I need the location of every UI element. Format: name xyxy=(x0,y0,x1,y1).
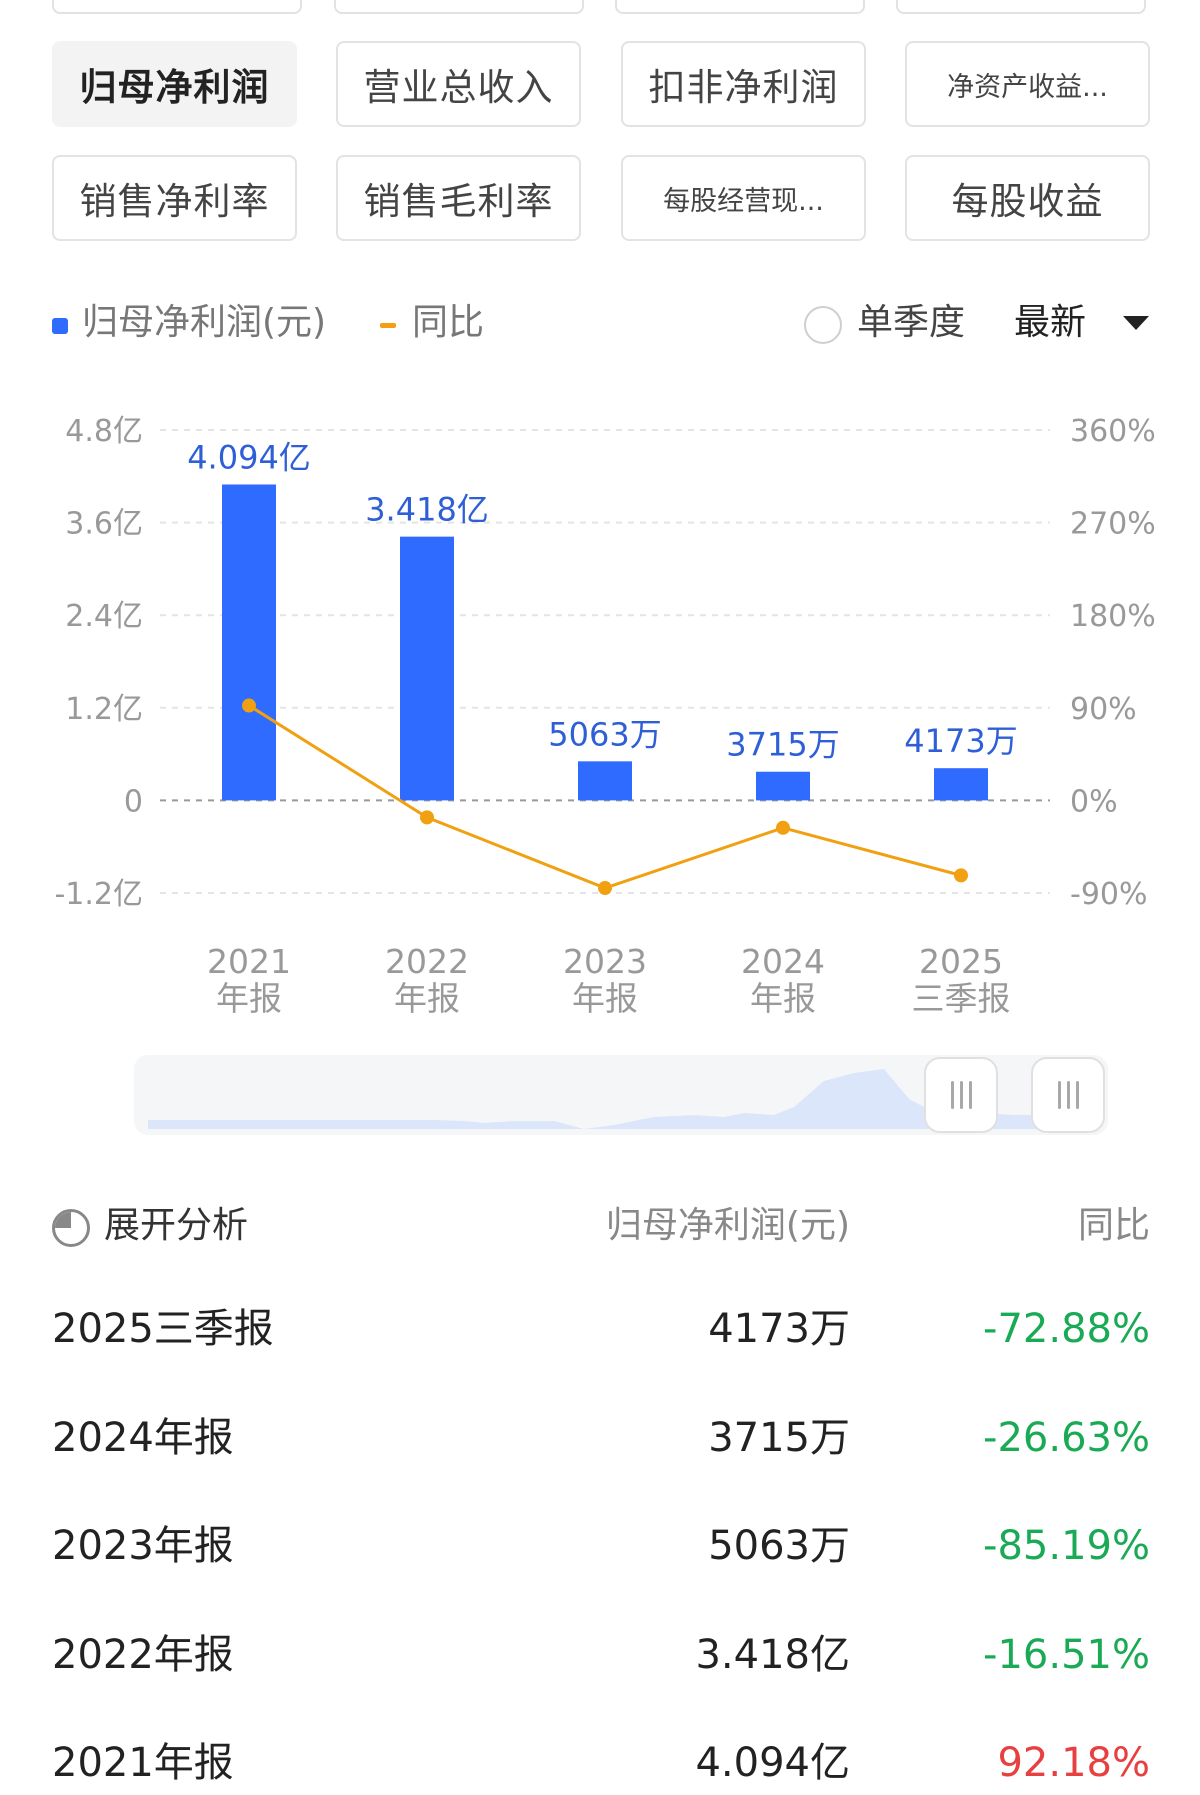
sort-select[interactable]: 最新 xyxy=(1014,302,1087,343)
yoy-cell: -72.88% xyxy=(983,1306,1150,1352)
y-right-tick-label: 90% xyxy=(1070,692,1137,727)
range-slider[interactable] xyxy=(134,1055,1108,1135)
quarter-toggle-label[interactable]: 单季度 xyxy=(857,302,966,343)
yoy-point xyxy=(776,820,790,835)
x-tick-sublabel: 三季报 xyxy=(912,979,1011,1018)
period-cell: 2022年报 xyxy=(52,1632,234,1678)
x-tick-sublabel: 年报 xyxy=(216,979,282,1018)
x-tick-sublabel: 年报 xyxy=(394,979,460,1018)
bar xyxy=(400,536,454,801)
value-cell: 4173万 xyxy=(708,1306,850,1352)
x-tick-label: 2023 xyxy=(563,942,647,981)
period-cell: 2021年报 xyxy=(52,1740,234,1786)
tab-net-profit-attributable[interactable]: 归母净利润 xyxy=(52,41,297,127)
yoy-cell: -16.51% xyxy=(983,1632,1150,1678)
bar-data-label: 5063万 xyxy=(548,715,661,753)
yoy-point xyxy=(420,810,434,825)
yoy-point xyxy=(242,698,256,713)
tab-partial[interactable] xyxy=(334,0,584,14)
tab-eps[interactable]: 每股收益 xyxy=(905,155,1150,241)
yoy-cell: 92.18% xyxy=(997,1740,1150,1786)
bar xyxy=(578,761,632,801)
y-right-tick-label: 270% xyxy=(1070,507,1156,542)
x-tick-label: 2021 xyxy=(207,942,291,981)
y-left-tick-label: -1.2亿 xyxy=(54,877,143,912)
x-tick-label: 2024 xyxy=(741,942,825,981)
tab-partial[interactable] xyxy=(615,0,865,14)
yoy-cell: -26.63% xyxy=(983,1415,1150,1461)
table-row: 2021年报 4.094亿 92.18% xyxy=(52,1728,1150,1795)
tab-roe[interactable]: 净资产收益... xyxy=(905,41,1150,127)
yoy-point xyxy=(954,868,968,883)
value-cell: 3715万 xyxy=(708,1415,850,1461)
x-tick-label: 2022 xyxy=(385,942,469,981)
pie-chart-icon[interactable] xyxy=(52,1209,90,1247)
tab-total-revenue[interactable]: 营业总收入 xyxy=(336,41,581,127)
bar xyxy=(222,484,276,801)
x-tick-sublabel: 年报 xyxy=(750,979,816,1018)
bar xyxy=(934,768,988,801)
yoy-cell: -85.19% xyxy=(983,1523,1150,1569)
chart-legend-row: 归母净利润(元) 同比 单季度 最新 xyxy=(52,298,1150,348)
y-right-tick-label: -90% xyxy=(1070,877,1148,912)
table-header: 展开分析 归母净利润(元) 同比 xyxy=(52,1196,1150,1256)
y-right-tick-label: 0% xyxy=(1070,784,1118,819)
bar xyxy=(756,771,810,801)
table-row: 2022年报 3.418亿 -16.51% xyxy=(52,1620,1150,1690)
period-cell: 2023年报 xyxy=(52,1523,234,1569)
range-slider-left-handle[interactable] xyxy=(924,1057,998,1133)
tab-gross-margin[interactable]: 销售毛利率 xyxy=(336,155,581,241)
period-cell: 2024年报 xyxy=(52,1415,234,1461)
x-tick-label: 2025 xyxy=(919,942,1003,981)
top-tabs-row-partial xyxy=(52,0,1150,14)
range-slider-overview xyxy=(148,1069,1064,1129)
y-left-tick-label: 2.4亿 xyxy=(65,599,143,634)
bar-legend-marker xyxy=(52,318,68,334)
quarter-radio[interactable] xyxy=(804,306,842,344)
y-left-tick-label: 4.8亿 xyxy=(65,414,143,449)
table-row: 2024年报 3715万 -26.63% xyxy=(52,1403,1150,1473)
line-legend-label: 同比 xyxy=(412,302,485,343)
yoy-column-header: 同比 xyxy=(1077,1205,1150,1246)
period-cell: 2025三季报 xyxy=(52,1306,274,1352)
bar-data-label: 4.094亿 xyxy=(187,438,311,476)
yoy-point xyxy=(598,881,612,896)
value-cell: 5063万 xyxy=(708,1523,850,1569)
table-row: 2025三季报 4173万 -72.88% xyxy=(52,1294,1150,1364)
line-legend-marker xyxy=(380,323,396,328)
y-left-tick-label: 0 xyxy=(124,784,143,819)
table-row: 2023年报 5063万 -85.19% xyxy=(52,1511,1150,1581)
bar-data-label: 4173万 xyxy=(904,722,1017,760)
net-profit-chart: 4.8亿 3.6亿 2.4亿 1.2亿 0 -1.2亿 360% 270% 180% 90% 0% -… xyxy=(54,414,1156,1018)
tab-net-margin[interactable]: 销售净利率 xyxy=(52,155,297,241)
value-column-header: 归母净利润(元) xyxy=(605,1205,850,1246)
range-slider-right-handle[interactable] xyxy=(1031,1057,1105,1133)
expand-analysis-link[interactable]: 展开分析 xyxy=(104,1205,249,1246)
tab-operating-cashflow-per-share[interactable]: 每股经营现... xyxy=(621,155,866,241)
chevron-down-icon[interactable] xyxy=(1123,316,1149,330)
y-left-tick-label: 3.6亿 xyxy=(65,507,143,542)
bar-data-label: 3715万 xyxy=(726,726,839,764)
y-right-tick-label: 360% xyxy=(1070,414,1156,449)
bar-data-label: 3.418亿 xyxy=(365,491,489,529)
value-cell: 4.094亿 xyxy=(695,1740,850,1786)
y-right-tick-label: 180% xyxy=(1070,599,1156,634)
tab-deducted-net-profit[interactable]: 扣非净利润 xyxy=(621,41,866,127)
x-tick-sublabel: 年报 xyxy=(572,979,638,1018)
tab-partial[interactable] xyxy=(52,0,302,14)
value-cell: 3.418亿 xyxy=(695,1632,850,1678)
y-left-tick-label: 1.2亿 xyxy=(65,692,143,727)
bar-legend-label: 归母净利润(元) xyxy=(82,302,327,343)
tab-partial[interactable] xyxy=(896,0,1146,14)
